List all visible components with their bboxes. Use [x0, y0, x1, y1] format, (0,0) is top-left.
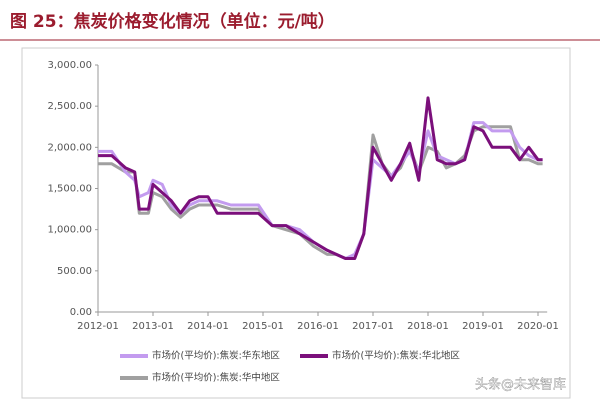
y-tick-label: 1,000.00	[47, 225, 92, 236]
x-tick-label: 2016-01	[297, 321, 339, 332]
series-line	[98, 121, 543, 260]
y-tick-label: 500.00	[57, 266, 92, 277]
x-tick-label: 2017-01	[352, 321, 394, 332]
x-tick-label: 2019-01	[462, 321, 504, 332]
legend-label: 市场价(平均价):焦炭:华北地区	[332, 350, 460, 362]
y-tick-label: 2,500.00	[47, 101, 92, 112]
x-tick-label: 2020-01	[517, 321, 559, 332]
y-tick-label: 1,500.00	[47, 184, 92, 195]
series-line	[98, 96, 543, 260]
x-tick-label: 2013-01	[132, 321, 174, 332]
x-tick-label: 2014-01	[187, 321, 229, 332]
chart-frame	[21, 47, 571, 399]
x-tick-label: 2012-01	[77, 321, 119, 332]
y-tick-label: 2,000.00	[47, 142, 92, 153]
x-tick-label: 2018-01	[407, 321, 449, 332]
chart-title: 图 25：焦炭价格变化情况（单位：元/吨）	[10, 11, 335, 32]
legend-label: 市场价(平均价):焦炭:华东地区	[152, 350, 280, 362]
y-tick-label: 3,000.00	[47, 60, 92, 71]
legend-label: 市场价(平均价):焦炭:华中地区	[152, 372, 280, 384]
watermark: 头条@未来智库	[475, 377, 566, 393]
y-tick-label: 0.00	[70, 307, 92, 318]
x-tick-label: 2015-01	[242, 321, 284, 332]
